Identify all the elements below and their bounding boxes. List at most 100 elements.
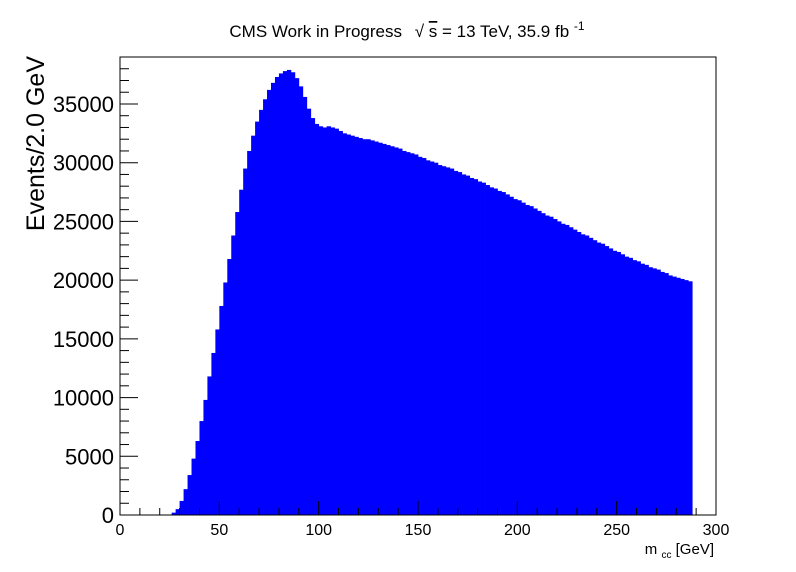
histogram-bin [537,210,542,515]
histogram-bin [346,134,351,515]
histogram-bin [274,76,280,516]
histogram-bin [529,206,534,515]
histogram-bin [497,190,502,515]
histogram-bin [374,141,379,516]
histogram-bin [568,227,574,515]
chart-title: CMS Work in Progress √ s = 13 TeV, 35.9 … [229,19,584,41]
x-axis-label-sub: cc [661,550,671,561]
histogram-bin [588,237,594,515]
histogram-bin [473,179,478,515]
histogram-bin [465,175,471,516]
histogram-bin [592,240,598,515]
histogram-bin [672,276,677,515]
y-tick-label: 25000 [53,209,114,234]
histogram-bin [561,223,566,515]
histogram-bin [390,146,395,515]
histogram-bin [429,161,435,515]
histogram-bin [366,139,371,515]
histogram-bin [290,72,296,516]
histogram-bin [453,170,459,515]
histogram-bin [334,128,339,515]
histogram-bin [545,215,550,516]
histogram-bin [338,130,343,516]
histogram-bin [330,127,335,516]
histogram-bin [342,133,347,515]
histogram-bin [410,153,415,516]
histogram-bin [223,282,228,515]
title-energy-lumi: = 13 TeV, 35.9 fb [442,22,569,41]
histogram-bin [270,82,276,515]
histogram-bin [195,441,200,515]
histogram-bin [541,213,546,515]
y-tick-labels: 0 5000 10000 15000 20000 25000 30000 35000 [53,92,114,528]
histogram-bin [354,136,359,516]
histogram-bin [421,157,427,516]
histogram-bin [235,212,240,515]
histogram-bin [437,165,443,516]
x-tick-label: 150 [405,522,432,539]
histogram-bin [632,260,637,515]
y-minor-ticks [120,56,138,516]
histogram-bin [326,126,331,515]
x-tick-label: 0 [116,522,125,539]
x-tick-label: 100 [305,522,332,539]
histogram-bin [445,167,451,515]
histogram-bin [553,219,558,515]
histogram-bin [652,268,657,515]
histogram-bin [481,182,486,515]
histogram-bin [398,148,403,515]
histogram-bin [461,174,467,515]
histogram-bin [636,261,641,515]
histogram-bin [171,512,177,515]
histogram-bin [493,188,498,515]
histogram-bin [648,267,653,515]
histogram-bin [302,96,308,516]
histogram-bin [294,78,300,515]
histogram-bin [576,231,582,516]
histogram-bin [628,257,633,515]
histogram-bin [584,235,590,515]
histogram-bin [600,243,606,515]
histogram-bin [255,121,260,515]
histogram-bin [418,156,423,515]
histogram-bin [191,458,196,515]
histogram-bin [414,154,419,515]
y-axis-label: Events/2.0 GeV [22,56,50,231]
histogram-bin [239,189,244,515]
histogram-bin [187,475,192,515]
y-tick-label: 35000 [53,92,114,117]
histogram-bin [402,150,407,515]
histogram-bin [298,86,304,516]
x-axis-label-unit: [GeV] [676,541,714,558]
histogram-bin [676,277,681,515]
histogram-bin [406,152,411,515]
histogram-bin [477,181,482,516]
histogram-bin [382,143,387,515]
histogram-bin [441,166,447,515]
histogram-bin [521,202,526,515]
x-tick-labels: 0 50 100 150 200 250 300 [116,522,730,539]
histogram-bin [596,242,602,516]
histogram-bin [183,489,188,515]
histogram-bin [231,235,236,515]
histogram-bin [505,194,510,515]
histogram-bin [227,258,232,515]
histogram-bin [509,196,514,515]
histogram-bin [179,500,184,515]
y-tick-label: 30000 [53,151,114,176]
histogram-bin [565,224,570,515]
histogram-bin [660,271,665,515]
title-prefix: CMS Work in Progress [229,22,402,41]
histogram-bin [688,281,693,515]
x-tick-label: 250 [603,522,630,539]
histogram-bin [525,204,530,515]
histogram-bin [314,123,320,515]
histogram-bin [557,221,562,515]
x-tick-label: 200 [504,522,531,539]
x-axis-label-main: m [645,541,658,558]
histogram-bin [433,162,439,515]
histogram-bin [680,278,685,515]
histogram-bin [203,399,208,515]
y-tick-label: 20000 [53,268,114,293]
